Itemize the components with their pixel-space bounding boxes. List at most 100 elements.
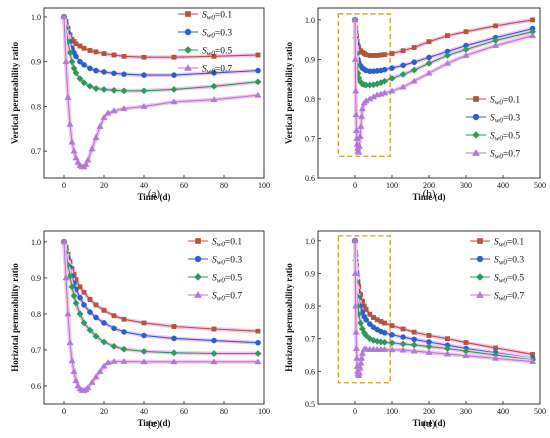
zoom-highlight-box	[337, 235, 391, 384]
data-point	[141, 332, 147, 339]
data-point	[351, 237, 359, 244]
data-point	[529, 32, 537, 39]
data-point	[353, 354, 361, 361]
legend-marker	[472, 149, 480, 156]
data-point	[425, 59, 433, 67]
data-point	[352, 328, 360, 335]
data-point	[443, 350, 452, 357]
data-point	[77, 43, 83, 49]
x-tick-label: 200	[423, 181, 435, 190]
legend-marker	[184, 64, 192, 71]
data-point	[81, 302, 87, 308]
data-point	[87, 309, 93, 315]
data-point	[70, 292, 78, 300]
x-tick-label: 400	[497, 407, 509, 416]
x-tick-label: 100	[258, 407, 270, 416]
panel-caption: (c)	[148, 418, 161, 430]
data-point	[87, 48, 93, 53]
data-point	[355, 148, 363, 155]
data-point	[140, 347, 148, 355]
y-tick-label: 0.7	[31, 346, 41, 355]
data-point	[84, 156, 92, 163]
legend-marker	[477, 238, 483, 244]
data-point	[140, 102, 148, 109]
data-point	[93, 49, 99, 55]
data-point	[400, 326, 406, 332]
data-point	[101, 320, 107, 326]
data-point	[211, 337, 217, 344]
data-point	[388, 74, 396, 82]
x-axis-label: Time (d)	[412, 418, 445, 428]
data-point	[382, 52, 387, 58]
data-point	[86, 82, 94, 90]
data-point	[426, 333, 432, 338]
data-point	[80, 79, 88, 87]
legend-label: Sw0=0.3	[494, 256, 524, 267]
data-point	[381, 66, 388, 73]
legend-label: Sw0=0.3	[212, 256, 242, 267]
data-point	[529, 357, 537, 364]
data-point	[357, 319, 365, 327]
data-point	[363, 306, 369, 312]
data-point	[358, 354, 366, 361]
data-point	[399, 83, 407, 90]
data-point	[210, 96, 218, 103]
data-point	[70, 367, 78, 374]
data-point	[120, 345, 128, 353]
data-point	[81, 289, 87, 295]
x-tick-label: 80	[220, 181, 228, 190]
data-point	[81, 45, 87, 51]
data-point	[352, 302, 360, 309]
y-tick-label: 0.9	[31, 58, 41, 67]
data-point	[425, 69, 433, 76]
y-tick-label: 0.7	[305, 335, 315, 344]
data-point	[355, 142, 363, 149]
data-point	[93, 302, 99, 308]
data-point	[444, 51, 451, 59]
data-point	[210, 82, 218, 90]
data-point	[68, 357, 76, 364]
series-0.5	[351, 16, 537, 89]
data-point	[399, 346, 407, 353]
data-point	[60, 13, 68, 20]
data-point	[171, 324, 177, 329]
data-point	[388, 339, 396, 347]
data-point	[352, 344, 361, 351]
x-tick-label: 40	[140, 181, 148, 190]
data-point	[382, 320, 387, 326]
legend: Sw0=0.1 Sw0=0.3 Sw0=0.5 Sw0=0.7	[178, 11, 232, 76]
data-point	[445, 336, 450, 342]
data-point	[426, 39, 432, 45]
data-point	[100, 114, 108, 121]
data-point	[121, 53, 127, 59]
legend-label: Sw0=0.5	[202, 47, 232, 58]
legend-label: Sw0=0.3	[202, 29, 232, 40]
legend-label: Sw0=0.1	[212, 238, 242, 249]
data-point	[70, 147, 78, 154]
data-point	[86, 326, 94, 334]
data-point	[73, 53, 79, 60]
data-point	[120, 87, 128, 95]
legend-label: Sw0=0.7	[494, 292, 524, 303]
data-point	[96, 367, 104, 374]
data-point	[211, 326, 217, 332]
data-point	[362, 331, 370, 339]
data-point	[399, 340, 407, 348]
legend-marker	[194, 255, 202, 263]
data-point	[81, 62, 87, 68]
legend-marker	[473, 96, 479, 102]
y-tick-label: 0.6	[305, 367, 315, 376]
x-tick-label: 300	[460, 181, 472, 190]
y-tick-label: 0.6	[31, 382, 41, 391]
data-point	[87, 65, 93, 72]
legend-label: Sw0=0.5	[494, 274, 524, 285]
data-point	[410, 77, 418, 84]
legend-label: Sw0=0.5	[490, 132, 520, 143]
data-point	[111, 52, 117, 58]
data-point	[100, 338, 108, 346]
y-tick-label: 0.8	[305, 95, 315, 104]
data-point	[121, 329, 127, 335]
y-tick-label: 0.9	[305, 269, 315, 278]
legend-marker	[476, 255, 484, 263]
data-point	[72, 154, 80, 161]
